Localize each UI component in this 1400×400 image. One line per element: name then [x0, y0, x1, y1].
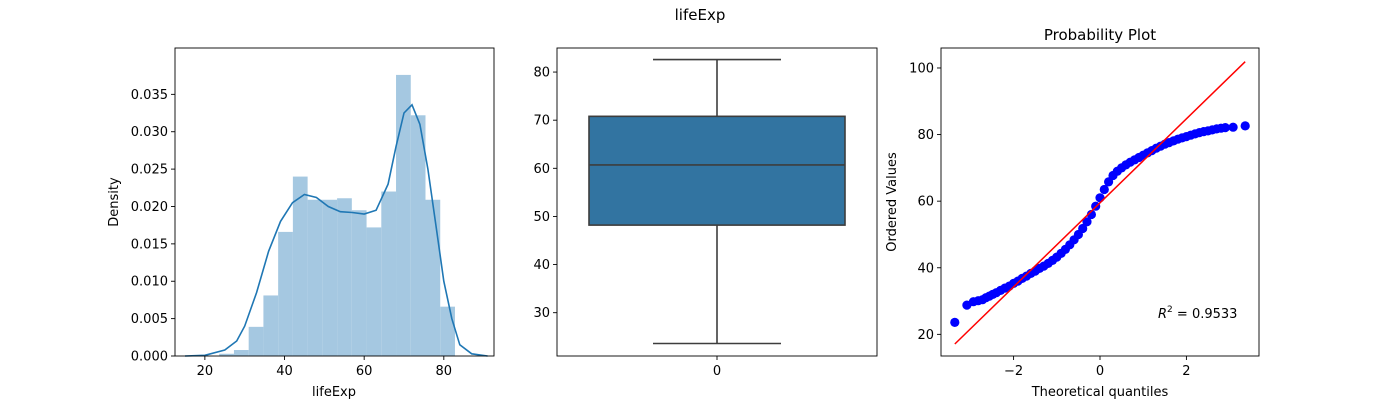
histogram-bar	[278, 231, 293, 356]
histogram-bar	[307, 199, 323, 356]
x-tick-label: 0	[1096, 364, 1104, 379]
y-tick-label: 50	[533, 210, 550, 225]
histogram-panel: 20 40 60 80 0.0000.0050.0100.0150.0200.0250…	[107, 47, 495, 400]
probability-x-ticks: −2 0 2	[1004, 356, 1191, 379]
histogram-bar	[219, 353, 234, 356]
y-tick-label: 0.015	[131, 237, 168, 252]
y-tick-label: 20	[917, 328, 934, 343]
x-tick-label: 60	[356, 364, 373, 379]
kde-curve	[184, 103, 488, 357]
histogram-bar	[337, 198, 352, 356]
y-tick-label: 0.020	[131, 200, 168, 215]
y-tick-label: 40	[533, 258, 550, 273]
y-tick-label: 100	[909, 61, 934, 76]
probability-plot-title: Probability Plot	[1044, 26, 1156, 44]
probability-x-label: Theoretical quantiles	[1031, 385, 1169, 400]
histogram-bar	[263, 295, 279, 356]
histogram-bar	[233, 350, 249, 356]
x-tick-label: 2	[1182, 364, 1190, 379]
y-tick-label: 0.005	[131, 312, 168, 327]
fit-line	[954, 61, 1246, 345]
y-tick-label: 60	[917, 195, 934, 210]
histogram-bar	[292, 176, 308, 356]
probability-point	[1082, 217, 1092, 227]
probability-point	[950, 317, 960, 327]
probability-point	[1228, 122, 1238, 132]
probability-point	[1104, 177, 1114, 187]
x-tick-label: 40	[276, 364, 293, 379]
probability-points	[950, 121, 1250, 327]
histogram-y-label: Density	[107, 177, 122, 227]
x-tick-label: −2	[1004, 364, 1023, 379]
iqr-box	[588, 115, 846, 226]
boxplot-x-ticks: 0	[713, 356, 721, 379]
y-tick-label: 0.000	[131, 350, 168, 365]
histogram-bar	[396, 74, 411, 356]
y-tick-label: 80	[917, 128, 934, 143]
histogram-bar	[248, 326, 264, 356]
x-tick-label: 20	[197, 364, 214, 379]
histogram-bar	[425, 199, 441, 356]
boxplot-panel: 0 30 40 50 60 70 80	[533, 47, 878, 379]
y-tick-label: 70	[533, 114, 550, 129]
boxplot-elements	[588, 58, 846, 345]
probability-point	[1078, 223, 1088, 234]
boxplot-y-ticks: 30 40 50 60 70 80	[533, 66, 557, 321]
y-tick-label: 60	[533, 162, 550, 177]
histogram-bars	[219, 74, 455, 356]
probability-y-ticks: 20 40 60 80 100	[909, 61, 941, 343]
probability-point	[1086, 209, 1096, 220]
histogram-bar	[366, 227, 382, 356]
probability-point	[1095, 193, 1105, 203]
y-tick-label: 0.035	[131, 88, 168, 103]
probability-y-label: Ordered Values	[885, 152, 900, 252]
histogram-bar	[351, 210, 367, 356]
y-tick-label: 30	[533, 306, 550, 321]
figure-suptitle: lifeExp	[675, 6, 726, 24]
probability-point	[1099, 184, 1109, 195]
r-squared-annotation: R2 = 0.9533	[1158, 305, 1237, 322]
probability-plot-panel: −2 0 2 20 40 60 80 100 Probability Plot Theore…	[885, 26, 1260, 400]
x-tick-label: 0	[713, 364, 721, 379]
histogram-bar	[410, 115, 426, 356]
y-tick-label: 40	[917, 261, 934, 276]
y-tick-label: 0.010	[131, 275, 168, 290]
y-tick-label: 0.030	[131, 125, 168, 140]
x-tick-label: 80	[436, 364, 453, 379]
histogram-bar	[381, 191, 397, 356]
y-tick-label: 80	[533, 66, 550, 81]
histogram-y-ticks: 0.000 0.005 0.010 0.015 0.020 0.025 0.030 0.035	[131, 88, 175, 365]
histogram-axes-frame	[174, 47, 495, 357]
histogram-x-ticks: 20 40 60 80	[197, 356, 452, 379]
probability-point	[1220, 123, 1230, 133]
y-tick-label: 0.025	[131, 163, 168, 178]
histogram-bar	[322, 199, 338, 356]
histogram-x-label: lifeExp	[312, 385, 356, 400]
probability-point	[1240, 121, 1250, 131]
histogram-bar	[440, 306, 455, 356]
